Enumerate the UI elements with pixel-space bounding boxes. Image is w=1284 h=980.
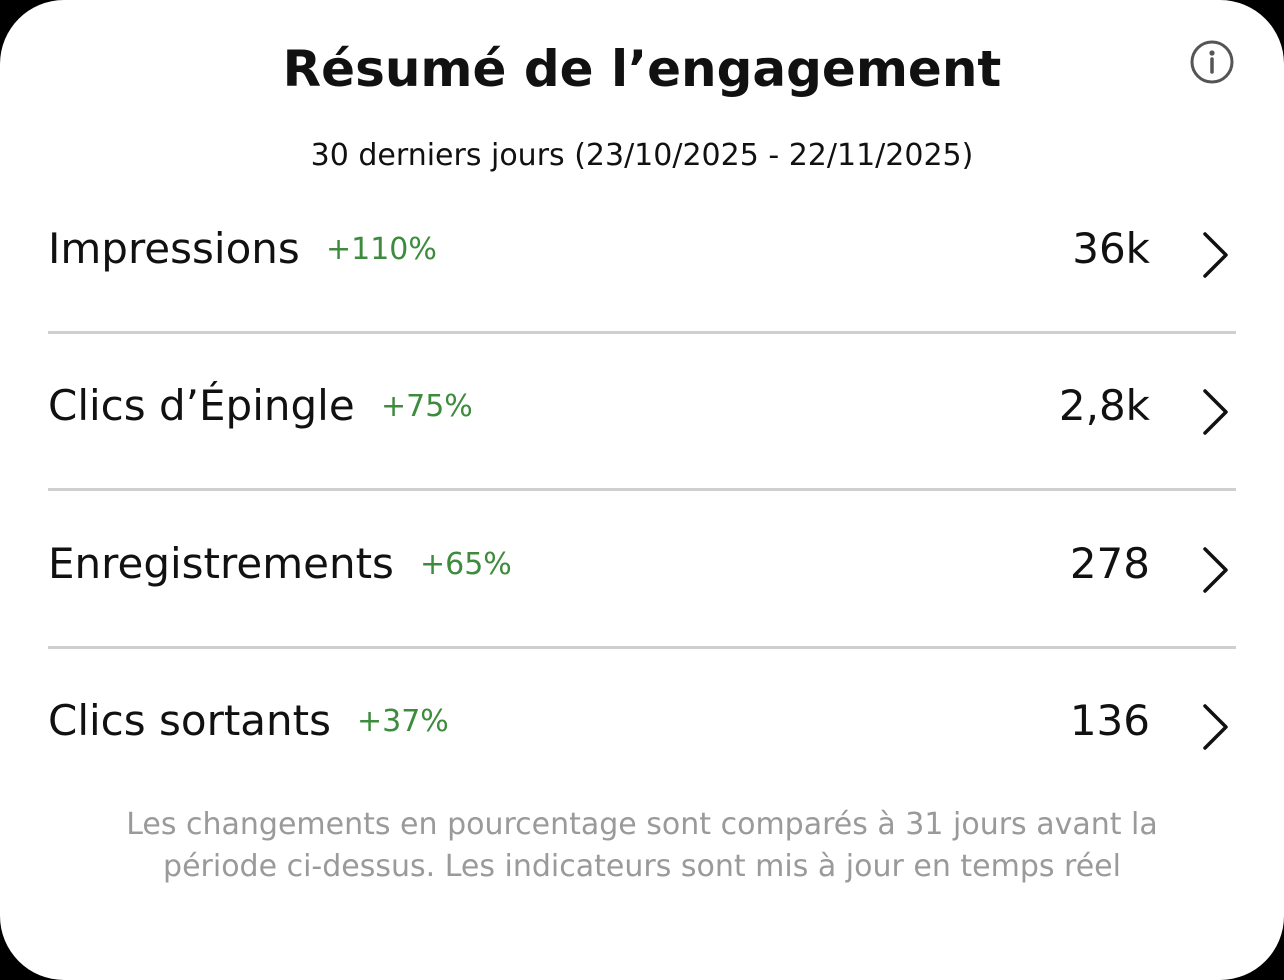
chevron[interactable] xyxy=(1200,702,1230,752)
metric-value: 278 xyxy=(1069,539,1150,588)
chevron[interactable] xyxy=(1200,387,1230,437)
divider xyxy=(48,488,1236,491)
metric-row[interactable]: Impressions +110% 36k xyxy=(48,212,1236,292)
metric-row[interactable]: Enregistrements +65% 278 xyxy=(48,527,1236,607)
metric-value: 2,8k xyxy=(1058,381,1150,430)
info-button[interactable] xyxy=(1188,40,1236,88)
chevron[interactable] xyxy=(1200,545,1230,595)
divider xyxy=(48,331,1236,334)
metric-change: +65% xyxy=(420,547,512,582)
metric-label: Clics d’Épingle xyxy=(48,381,355,430)
metric-label: Clics sortants xyxy=(48,696,332,745)
title: Résumé de l’engagement xyxy=(282,40,1002,98)
subtitle: 30 derniers jours (23/10/2025 - 22/11/20… xyxy=(310,138,974,173)
metric-change: +37% xyxy=(357,704,449,739)
metric-row[interactable]: Clics sortants +37% 136 xyxy=(48,684,1236,764)
chevron[interactable] xyxy=(1200,230,1230,280)
metric-change: +110% xyxy=(326,232,437,267)
metric-value: 36k xyxy=(1072,224,1150,273)
metric-change: +75% xyxy=(381,389,473,424)
metric-label: Enregistrements xyxy=(48,539,394,588)
divider xyxy=(48,646,1236,649)
metric-value: 136 xyxy=(1069,696,1150,745)
metric-row[interactable]: Clics d’Épingle +75% 2,8k xyxy=(48,369,1236,449)
footer-note: Les changements en pourcentage sont comp… xyxy=(126,807,1158,884)
metric-label: Impressions xyxy=(48,224,300,273)
